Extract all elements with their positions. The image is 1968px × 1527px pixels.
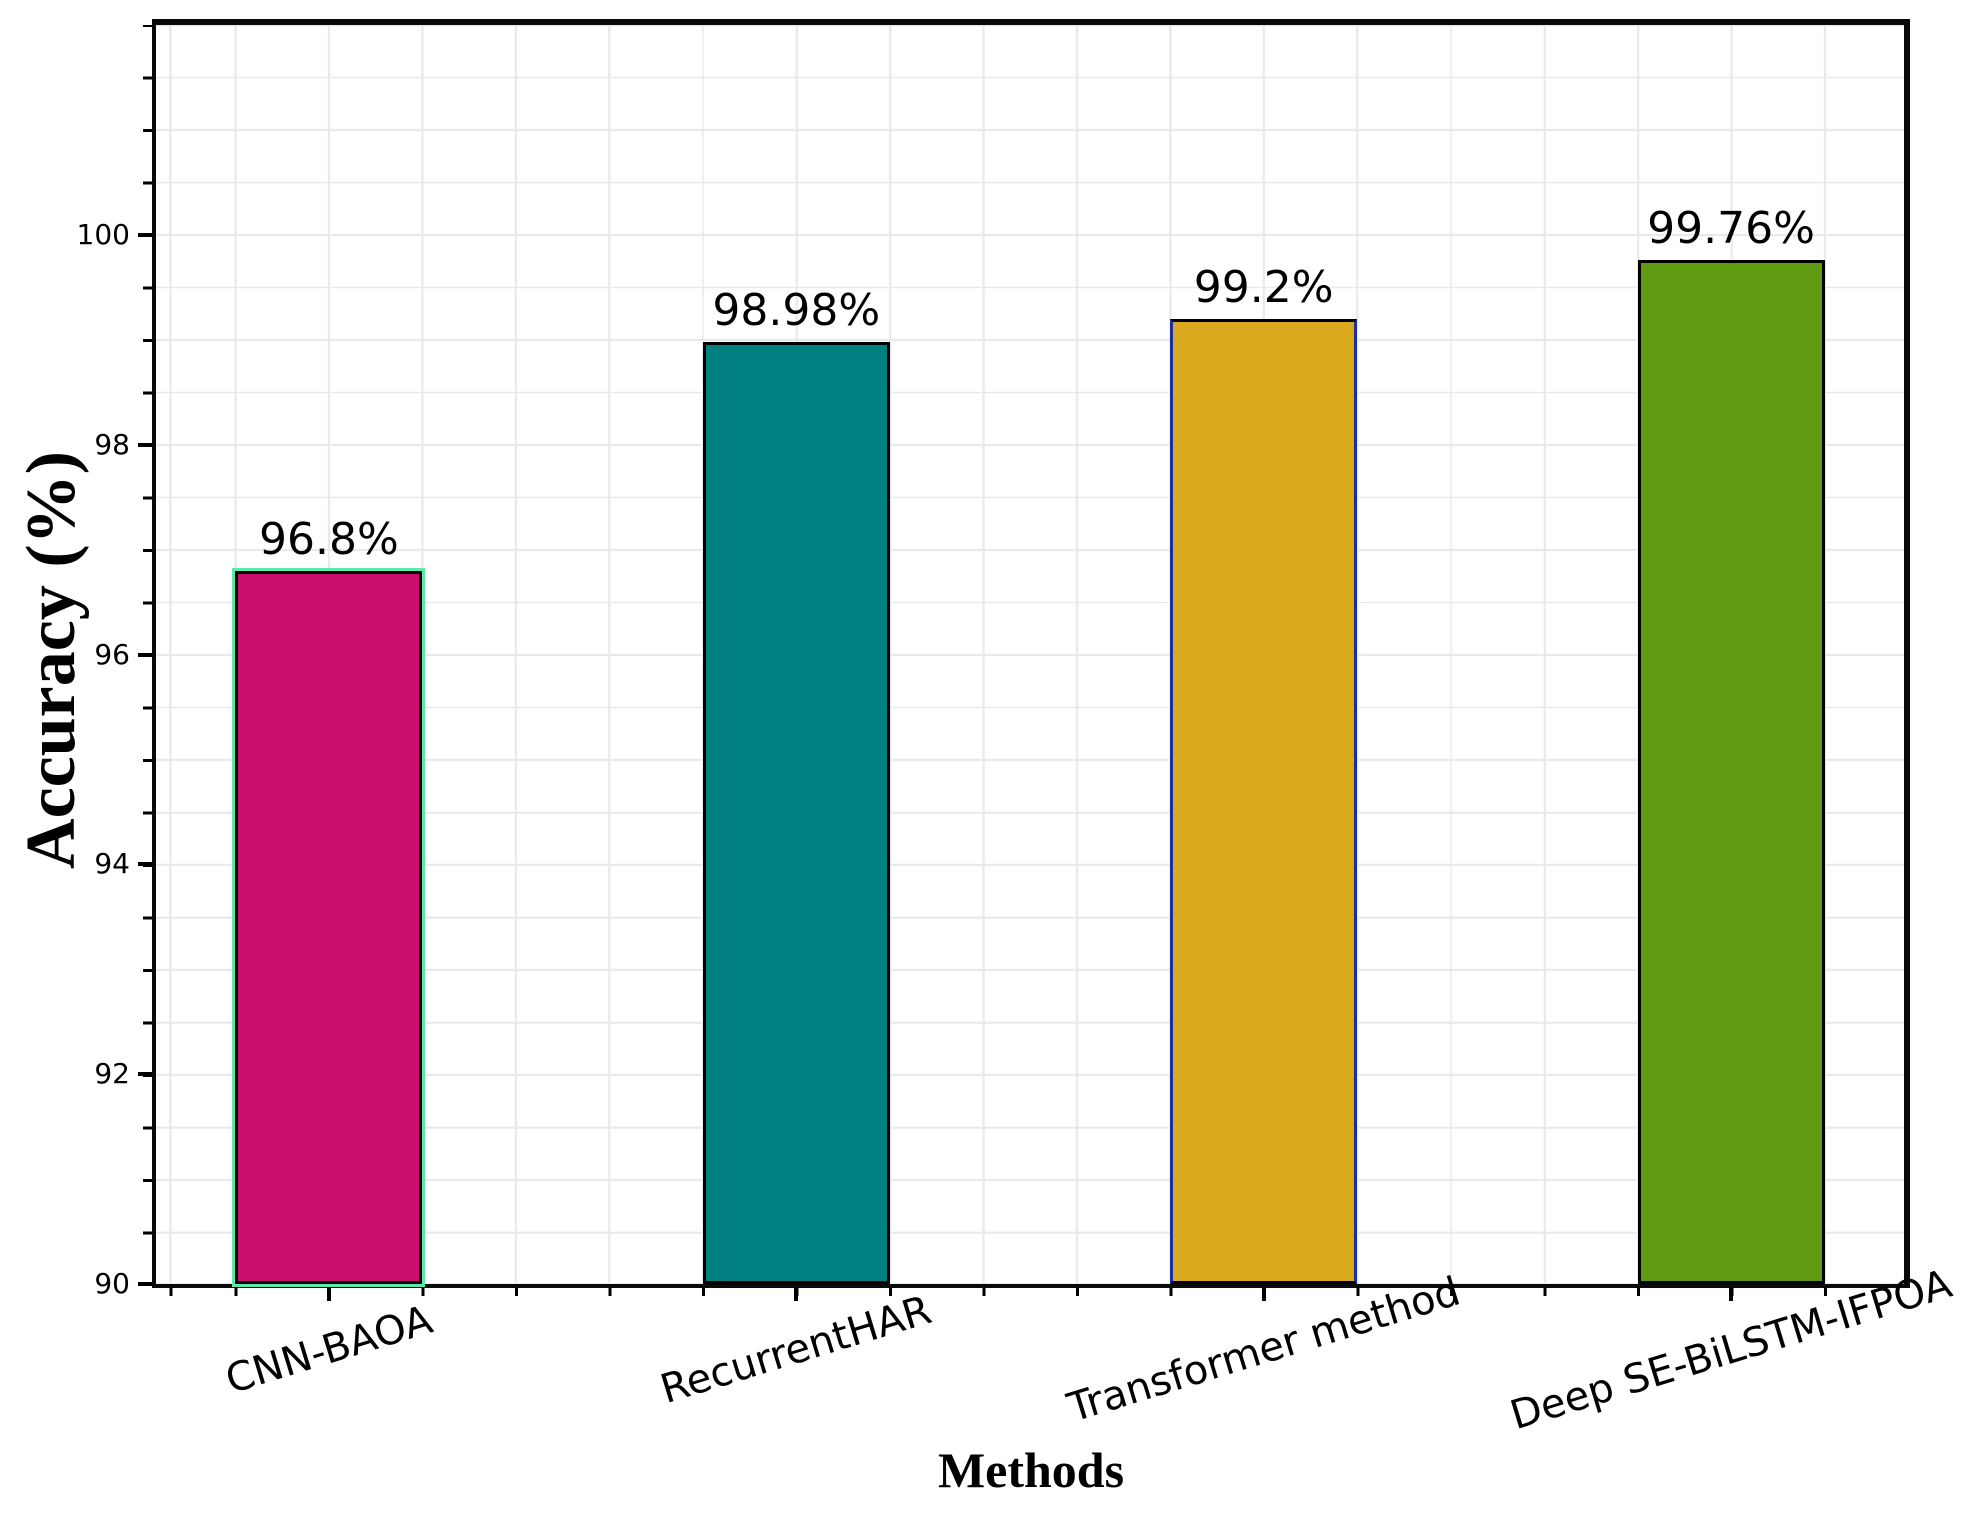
x-tick-label-1: RecurrentHAR [655,1287,937,1413]
x-axis-major-tick [326,1288,331,1301]
x-axis-minor-ticks [156,1288,1904,1296]
bar-3 [1637,260,1825,1284]
y-tick-label-100: 100 [76,217,130,251]
bar-value-label: 99.76% [1647,203,1815,255]
bar-1 [702,341,890,1284]
y-axis-major-tick [138,1282,152,1286]
bar-value-label: 96.8% [259,513,399,565]
x-axis-major-tick [794,1288,799,1301]
y-tick-label-90: 90 [94,1267,130,1300]
y-axis-title: Accuracy (%) [13,451,90,869]
y-tick-label-96: 96 [94,637,130,671]
plot-area: 96.8% 98.98% 99.2% 99.76% 100 98 96 94 92 90 CNN… [77,19,1957,1439]
y-tick-label-94: 94 [94,847,130,881]
y-axis-major-tick [138,1072,152,1077]
y-axis-major-tick [138,442,152,447]
y-axis-major-tick [138,232,152,237]
y-axis-major-tick [138,652,152,657]
x-axis-title: Methods [937,1442,1125,1498]
bar-0 [232,567,426,1288]
bar-value-label: 99.2% [1193,261,1334,313]
bar-2 [1170,318,1358,1284]
x-axis-major-tick [1729,1288,1734,1301]
y-tick-label-92: 92 [94,1057,130,1091]
grid-lines [156,25,1904,1284]
x-axis-major-tick [1261,1288,1266,1301]
bar-value-label: 98.98% [712,284,881,336]
y-axis-major-tick [138,862,152,867]
y-tick-label-98: 98 [94,427,130,461]
x-tick-label-0: CNN-BAOA [220,1296,438,1404]
